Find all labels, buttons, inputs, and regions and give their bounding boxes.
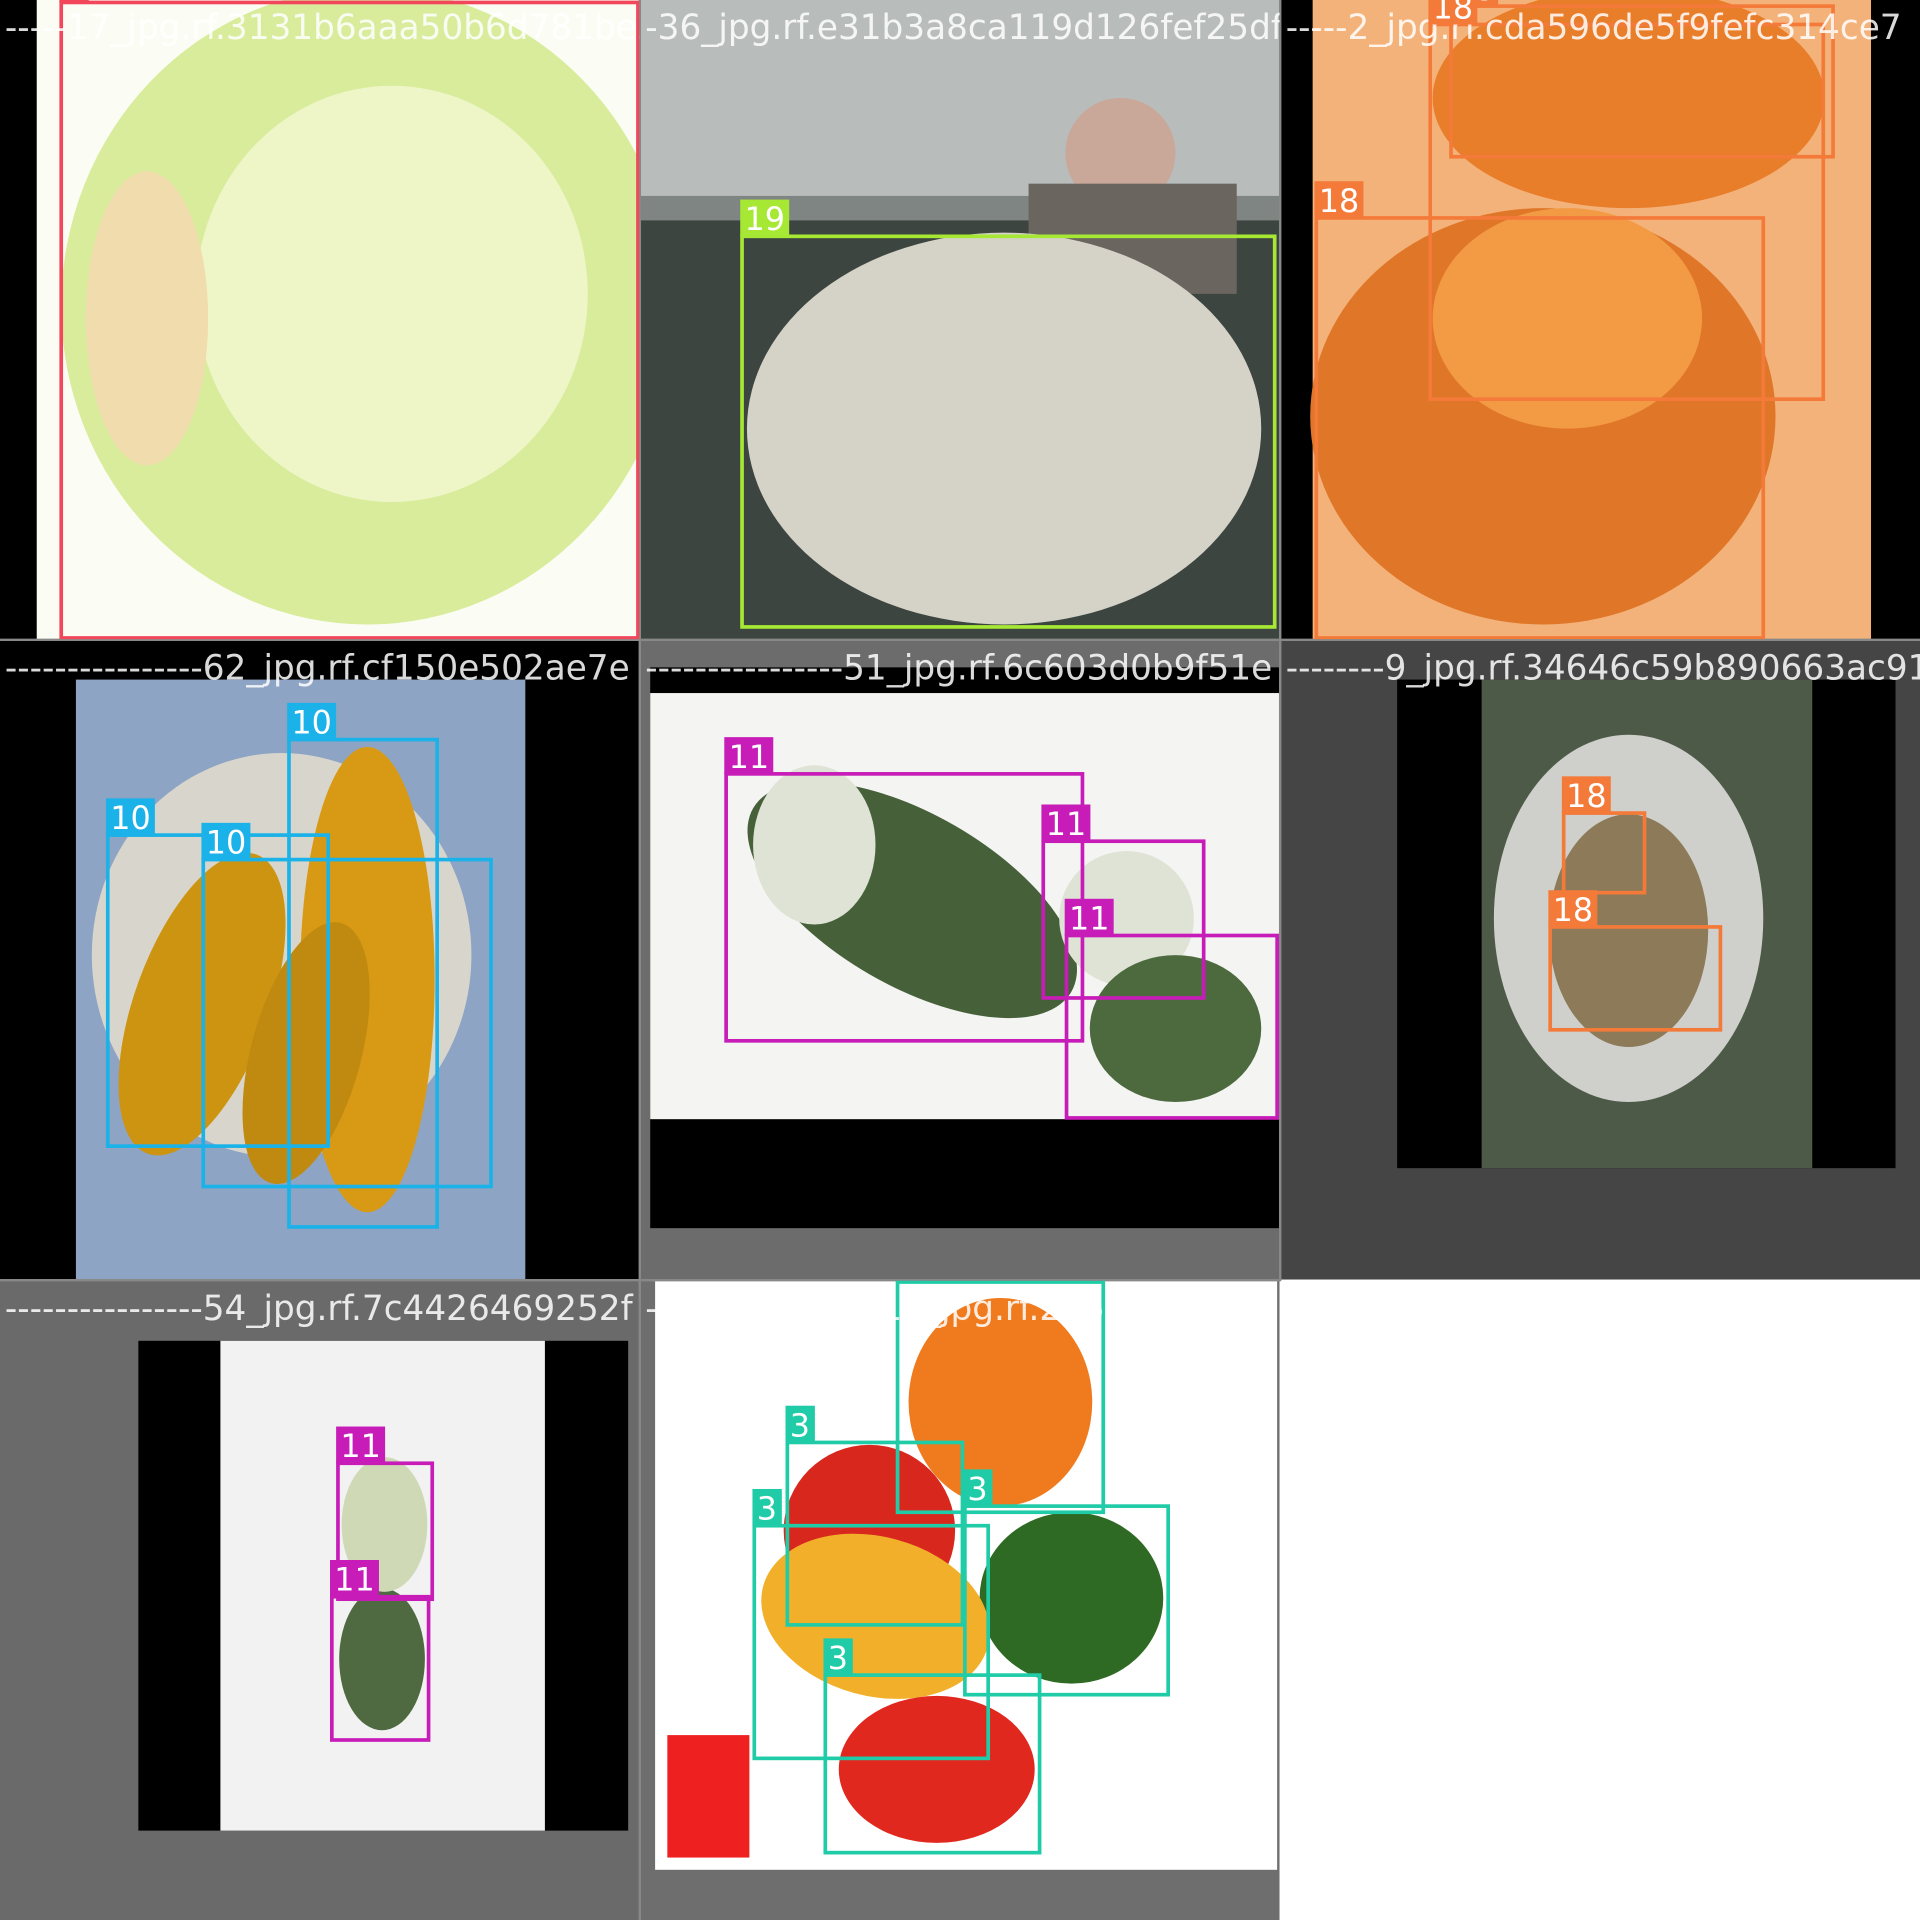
label-tag bbox=[895, 1280, 926, 1283]
bounding-box bbox=[740, 234, 1277, 629]
filename: -36_jpg.rf.e31b3a8ca119d126fef25df9 bbox=[645, 8, 1304, 48]
box-label: 18 bbox=[1566, 777, 1607, 815]
tile: -36_jpg.rf.e31b3a8ca119d126fef25df9 19 bbox=[645, 8, 1304, 629]
label-tag bbox=[336, 1426, 386, 1464]
filename: -----2_jpg.rf.cda596de5f9fefc314ce7 bbox=[1286, 8, 1902, 48]
bounding-box bbox=[1314, 216, 1766, 640]
filename: -----17_jpg.rf.3131b6aaa50b6d781be22a6 bbox=[5, 8, 723, 48]
label-tag bbox=[740, 199, 790, 237]
bounding-box bbox=[59, 0, 640, 640]
bounding-box bbox=[895, 1280, 1106, 1515]
filename: -------------------17_jpg.rf.2a628214d8 bbox=[645, 1289, 1256, 1329]
box-label: 11 bbox=[334, 1561, 375, 1599]
label-tag bbox=[1561, 776, 1611, 814]
box-label: 11 bbox=[340, 1427, 381, 1465]
label-tag bbox=[105, 798, 155, 836]
tile: ----------------62_jpg.rf.cf150e502ae7e 1… bbox=[5, 649, 630, 1229]
bounding-box bbox=[752, 1523, 990, 1761]
box-label: 11 bbox=[1069, 899, 1110, 937]
box-label: 10 bbox=[291, 703, 332, 741]
photo-cucumber bbox=[640, 640, 1280, 1280]
box-label: 11 bbox=[729, 738, 770, 776]
box-label: 3 bbox=[900, 1246, 920, 1284]
label-tag bbox=[1548, 890, 1598, 927]
tile: -------------------17_jpg.rf.2a628214d8 3… bbox=[645, 1246, 1257, 1855]
box-label: 19 bbox=[744, 200, 785, 238]
label-tag bbox=[1041, 804, 1091, 842]
filename: ----------------54_jpg.rf.7c4426469252f bbox=[5, 1289, 634, 1329]
photo-cabbage bbox=[0, 0, 640, 640]
label-tag bbox=[752, 1488, 782, 1526]
bounding-box bbox=[287, 737, 439, 1229]
bounding-box bbox=[330, 1594, 431, 1742]
bounding-box bbox=[201, 857, 493, 1189]
tile: -----2_jpg.rf.cda596de5f9fefc314ce718181… bbox=[1286, 0, 1902, 640]
box-label: 18 bbox=[1319, 182, 1360, 220]
annotations: -----17_jpg.rf.3131b6aaa50b6d781be22a66-… bbox=[5, 0, 1920, 1855]
photo-pumpkin bbox=[640, 0, 1280, 640]
box-label: 3 bbox=[967, 1470, 987, 1508]
label-tag bbox=[1428, 0, 1478, 25]
filename: --------9_jpg.rf.34646c59b890663ac91 bbox=[1286, 649, 1920, 689]
box-label: 10 bbox=[110, 799, 151, 837]
label-tag bbox=[823, 1638, 853, 1676]
bounding-box bbox=[963, 1504, 1170, 1697]
tile: -----17_jpg.rf.3131b6aaa50b6d781be22a6 6 bbox=[5, 0, 723, 640]
filename: ----------------51_jpg.rf.6c603d0b9f51e bbox=[645, 649, 1272, 689]
box-label: 6 bbox=[64, 0, 84, 4]
label-tag bbox=[201, 822, 251, 860]
box-label: 3 bbox=[790, 1406, 810, 1444]
label-tag bbox=[785, 1405, 815, 1443]
tile: ----------------51_jpg.rf.6c603d0b9f51e 1… bbox=[645, 649, 1279, 1120]
tile: ----------------54_jpg.rf.7c4426469252f 1… bbox=[5, 1289, 634, 1742]
box-label: 3 bbox=[757, 1490, 777, 1528]
filename: ----------------62_jpg.rf.cf150e502ae7e bbox=[5, 649, 630, 689]
label-tag bbox=[1064, 898, 1114, 936]
label-tag bbox=[287, 702, 337, 740]
box-label: 18 bbox=[1553, 891, 1594, 929]
label-tag bbox=[1314, 181, 1364, 218]
box-label: 10 bbox=[206, 823, 247, 861]
box-label: 3 bbox=[828, 1639, 848, 1677]
label-tag bbox=[59, 0, 89, 3]
bounding-box bbox=[1064, 933, 1279, 1120]
bounding-box bbox=[1449, 4, 1835, 159]
bounding-box bbox=[785, 1440, 965, 1627]
photo-cucumber-slices bbox=[0, 1280, 640, 1920]
bounding-box bbox=[1428, 22, 1826, 402]
photo-peppers bbox=[640, 1280, 1280, 1920]
label-tag bbox=[330, 1560, 379, 1597]
label-tag bbox=[724, 737, 774, 774]
photo-dish bbox=[1280, 640, 1920, 1280]
box-label: 18 bbox=[1433, 0, 1474, 26]
tile: --------9_jpg.rf.34646c59b890663ac91 18 18 bbox=[1286, 649, 1920, 1032]
label-tag bbox=[963, 1469, 993, 1507]
bounding-box bbox=[823, 1673, 1042, 1855]
bounding-box bbox=[1041, 839, 1206, 1000]
box-label: 11 bbox=[1046, 805, 1087, 843]
bounding-box bbox=[1548, 925, 1723, 1032]
